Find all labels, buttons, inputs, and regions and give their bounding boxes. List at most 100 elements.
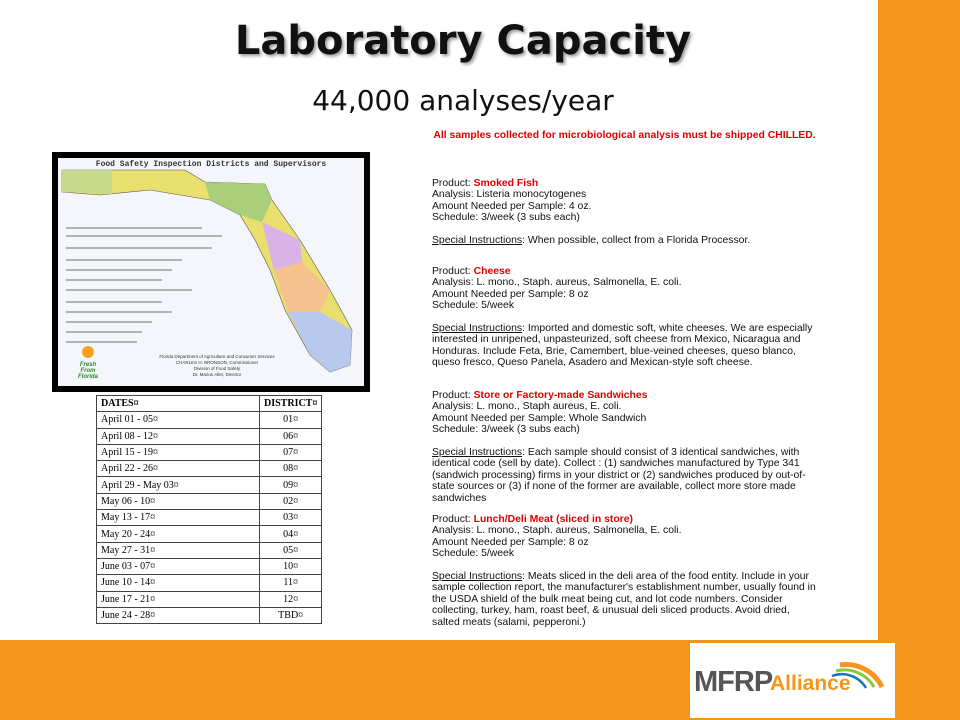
product-label: Product: [432, 178, 471, 189]
district-map: Food Safety Inspection Districts and Sup… [52, 152, 370, 392]
table-row: April 08 - 12¤ 06¤ [96, 427, 323, 445]
table-row: April 29 - May 03¤ 09¤ [96, 476, 323, 494]
product-line: Product: Lunch/Deli Meat (sliced in stor… [432, 514, 817, 525]
product-name: Store or Factory-made Sandwiches [473, 390, 648, 401]
map-footer-line: Dr. Marion Aller, Director [193, 372, 242, 377]
table-cell: April 01 - 05¤ [96, 411, 260, 429]
product-line: Product: Cheese [432, 266, 817, 277]
table-cell: 02¤ [258, 492, 323, 511]
table-cell: 05¤ [258, 541, 323, 559]
map-region [205, 182, 272, 222]
table-cell: 11¤ [258, 574, 323, 592]
schedule-table: DATES¤ DISTRICT¤ April 01 - 05¤ 01¤ April 08… [96, 394, 323, 625]
table-cell: April 15 - 19¤ [96, 443, 260, 462]
amount: Amount Needed per Sample: Whole Sandwich [432, 412, 647, 424]
map-footer-line: CHARLES H. BRONSON, Commissioner [176, 360, 259, 365]
table-cell: June 24 - 28¤ [96, 606, 260, 625]
table-cell: June 03 - 07¤ [96, 557, 260, 576]
table-cell: 10¤ [258, 557, 323, 576]
analysis: Analysis: Listeria monocytogenes [432, 189, 587, 201]
logo-suffix: Alliance [770, 672, 851, 695]
product-line: Product: Store or Factory-made Sandwiche… [432, 390, 817, 401]
table-cell: May 20 - 24¤ [96, 525, 260, 543]
product-label: Product: [432, 266, 471, 277]
logo: MFRP Alliance [690, 643, 895, 718]
instructions-text: : When possible, collect from a Florida … [522, 235, 751, 247]
table-row: April 15 - 19¤ 07¤ [96, 443, 323, 462]
instructions-text: : Each sample should consist of 3 identi… [432, 447, 806, 504]
analysis: Analysis: L. mono., Staph. aureus, Salmo… [432, 277, 682, 289]
instructions: Special Instructions: Each sample should… [432, 447, 817, 504]
map-region [288, 312, 352, 372]
map-footer-line: Florida Department of Agriculture and Co… [159, 354, 275, 359]
amount: Amount Needed per Sample: 8 oz [432, 288, 589, 300]
table-row: June 03 - 07¤ 10¤ [96, 557, 323, 576]
product-line: Product: Smoked Fish [432, 178, 817, 189]
table-cell: May 27 - 31¤ [96, 541, 260, 559]
instructions-label: Special Instructions [432, 447, 523, 459]
header-row: DATES¤ DISTRICT¤ [96, 394, 323, 413]
table-cell: TBD¤ [258, 606, 323, 625]
table-cell: April 08 - 12¤ [96, 427, 260, 445]
product-name: Lunch/Deli Meat (sliced in store) [473, 514, 633, 525]
instructions: Special Instructions: Imported and domes… [432, 323, 817, 369]
map-legend [66, 227, 222, 343]
product-name: Cheese [473, 266, 511, 277]
table-row: May 27 - 31¤ 05¤ [96, 541, 323, 559]
instructions-label: Special Instructions [432, 235, 523, 247]
map-footer-line: Division of Food Safety [194, 366, 241, 371]
instructions-text: : Imported and domestic soft, white chee… [432, 323, 813, 369]
header-cell: DATES¤ [96, 394, 260, 413]
instructions: Special Instructions: Meats sliced in th… [432, 571, 817, 628]
schedule: Schedule: 3/week (3 subs each) [432, 212, 580, 224]
map-region [262, 222, 302, 270]
badge-line: From [81, 368, 97, 374]
table-cell: 06¤ [258, 427, 323, 445]
map-region [274, 262, 330, 312]
product-block: Product: Cheese Analysis: L. mono., Staph… [432, 266, 817, 369]
table-cell: 08¤ [258, 460, 323, 478]
table-row: April 01 - 05¤ 01¤ [96, 411, 323, 429]
map-region [62, 170, 112, 194]
instructions-text: : Meats sliced in the deli area of the f… [432, 571, 816, 628]
instructions-label: Special Instructions [432, 323, 523, 335]
table-row: May 20 - 24¤ 04¤ [96, 525, 323, 543]
gap [432, 224, 817, 235]
analysis: Analysis: L. mono., Staph aureus, E. col… [432, 401, 622, 413]
amount: Amount Needed per Sample: 8 oz [432, 536, 589, 548]
table-cell: May 06 - 10¤ [96, 492, 260, 511]
schedule: Schedule: 5/week [432, 300, 515, 312]
instructions-label: Special Instructions [432, 571, 523, 583]
table-cell: 12¤ [258, 590, 323, 608]
analysis: Analysis: L. mono., Staph. aureus, Salmo… [432, 525, 682, 537]
table-row: April 22 - 26¤ 08¤ [96, 460, 323, 478]
product-name: Smoked Fish [473, 178, 539, 189]
table-row: June 17 - 21¤ 12¤ [96, 590, 323, 608]
table-row: June 24 - 28¤ TBD¤ [96, 606, 323, 625]
table-cell: 09¤ [258, 476, 323, 494]
instructions: Special Instructions: When possible, col… [432, 235, 817, 246]
logo-art: MFRP Alliance [694, 662, 885, 698]
table-row: June 10 - 14¤ 11¤ [96, 574, 323, 592]
header-cell: DISTRICT¤ [258, 394, 323, 413]
table-row: May 06 - 10¤ 02¤ [96, 492, 323, 511]
table-cell: 03¤ [258, 509, 323, 527]
gap [432, 436, 817, 447]
table-cell: 04¤ [258, 525, 323, 543]
title: Laboratory Capacity [234, 18, 692, 64]
product-label: Product: [432, 514, 471, 525]
gap [432, 312, 817, 323]
schedule: Schedule: 5/week [432, 548, 515, 560]
logo-brand: MFRP [694, 666, 773, 698]
table-cell: June 17 - 21¤ [96, 590, 260, 608]
product-block: Product: Store or Factory-made Sandwiche… [432, 390, 817, 504]
gap [432, 560, 817, 571]
table-cell: June 10 - 14¤ [96, 574, 260, 592]
badge-line: Florida [78, 374, 99, 380]
amount: Amount Needed per Sample: 4 oz. [432, 200, 592, 212]
product-block: Product: Lunch/Deli Meat (sliced in stor… [432, 514, 817, 628]
product-label: Product: [432, 390, 471, 401]
badge-line: Fresh [80, 362, 97, 368]
table-row: May 13 - 17¤ 03¤ [96, 509, 323, 527]
